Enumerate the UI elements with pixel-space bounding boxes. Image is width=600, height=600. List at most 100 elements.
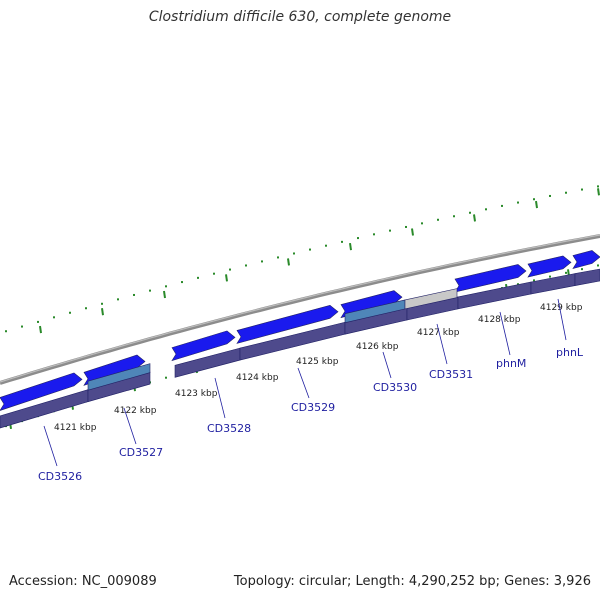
feature-track bbox=[0, 268, 600, 429]
minor-tick bbox=[453, 215, 455, 218]
minor-tick bbox=[69, 311, 71, 314]
major-tick bbox=[225, 274, 228, 282]
minor-tick bbox=[469, 211, 471, 214]
label-leader bbox=[382, 351, 392, 379]
minor-tick bbox=[229, 268, 231, 271]
gene-arrow bbox=[236, 304, 339, 344]
minor-tick bbox=[485, 208, 487, 211]
map-title: Clostridium difficile 630, complete geno… bbox=[148, 9, 452, 25]
kbp-label: 4126 kbp bbox=[356, 342, 399, 352]
gene-label: phnL bbox=[556, 346, 584, 359]
minor-tick bbox=[405, 225, 407, 228]
major-tick bbox=[163, 290, 166, 299]
label-leader bbox=[123, 407, 137, 445]
kbp-label: 4128 kbp bbox=[478, 315, 521, 325]
kbp-label: 4129 kbp bbox=[540, 303, 583, 313]
gene-labels: CD3526 CD3527 CD3528 CD3529 CD3530 CD3531 phnM… bbox=[38, 298, 584, 483]
minor-tick bbox=[501, 204, 503, 207]
backbone-line bbox=[0, 234, 600, 385]
gene-label: phnM bbox=[496, 357, 526, 370]
gene-arrow bbox=[171, 330, 236, 362]
gene-segment-gray bbox=[404, 288, 458, 310]
gene-arrow bbox=[527, 255, 572, 278]
gene-arrow bbox=[0, 372, 83, 411]
gene-arrow bbox=[572, 250, 600, 269]
label-leader bbox=[43, 425, 58, 467]
major-tick bbox=[411, 228, 414, 236]
kbp-label: 4122 kbp bbox=[114, 406, 157, 416]
kbp-label: 4125 kbp bbox=[296, 357, 339, 367]
minor-tick bbox=[277, 256, 279, 259]
gene-segment-highlight bbox=[87, 363, 151, 391]
minor-tick bbox=[421, 222, 423, 225]
major-tick bbox=[287, 258, 290, 266]
accession-text: Accession: NC_009089 bbox=[9, 574, 157, 589]
minor-tick bbox=[261, 260, 263, 263]
feature-segment bbox=[530, 273, 576, 295]
minor-tick bbox=[341, 240, 343, 243]
gene-label: CD3530 bbox=[373, 381, 417, 394]
minor-tick bbox=[437, 218, 439, 221]
minor-tick bbox=[245, 264, 247, 267]
kbp-label: 4123 kbp bbox=[175, 389, 218, 399]
gene-label: CD3529 bbox=[291, 401, 335, 414]
minor-tick bbox=[149, 289, 151, 292]
gene-label: CD3531 bbox=[429, 368, 473, 381]
minor-tick bbox=[197, 276, 199, 279]
minor-tick bbox=[293, 252, 295, 255]
minor-tick bbox=[357, 237, 359, 240]
genome-backbone bbox=[0, 234, 600, 385]
gene-label: CD3526 bbox=[38, 470, 82, 483]
minor-tick bbox=[213, 272, 215, 275]
minor-tick bbox=[133, 293, 135, 296]
minor-tick bbox=[597, 264, 599, 267]
major-tick bbox=[597, 188, 600, 196]
minor-tick bbox=[549, 194, 551, 197]
major-tick bbox=[535, 200, 538, 209]
backbone-highlight bbox=[0, 234, 600, 383]
kbp-scale-labels: 4121 kbp 4122 kbp 4123 kbp 4124 kbp 4125 kbp… bbox=[54, 303, 583, 433]
major-tick bbox=[349, 242, 352, 251]
label-leader bbox=[214, 377, 226, 419]
label-leader bbox=[436, 323, 448, 365]
minor-tick bbox=[581, 188, 583, 191]
major-tick bbox=[473, 214, 476, 222]
minor-tick bbox=[53, 316, 55, 319]
major-tick bbox=[101, 308, 104, 316]
minor-tick bbox=[389, 229, 391, 232]
feature-segment bbox=[574, 268, 600, 286]
major-tick bbox=[39, 325, 42, 334]
minor-tick bbox=[517, 283, 519, 286]
minor-tick bbox=[373, 233, 375, 236]
topology-text: Topology: circular; Length: 4,290,252 bp… bbox=[233, 574, 591, 589]
gene-arrow bbox=[454, 264, 527, 293]
minor-tick bbox=[21, 325, 23, 328]
minor-tick bbox=[549, 275, 551, 278]
kbp-label: 4124 kbp bbox=[236, 373, 279, 383]
minor-tick bbox=[517, 201, 519, 204]
kbp-label: 4121 kbp bbox=[54, 423, 97, 433]
minor-tick bbox=[117, 298, 119, 301]
gene-arrows bbox=[0, 250, 600, 411]
minor-tick bbox=[325, 244, 327, 247]
minor-tick bbox=[533, 198, 535, 201]
minor-tick bbox=[565, 271, 567, 274]
minor-tick bbox=[181, 281, 183, 284]
minor-tick bbox=[533, 279, 535, 282]
minor-tick bbox=[165, 285, 167, 288]
label-leader bbox=[297, 367, 310, 399]
minor-tick bbox=[309, 248, 311, 251]
gene-label: CD3528 bbox=[207, 422, 251, 435]
label-leader bbox=[499, 311, 511, 356]
minor-tick bbox=[85, 307, 87, 310]
minor-tick bbox=[5, 330, 7, 333]
minor-tick bbox=[101, 302, 103, 305]
minor-tick bbox=[581, 268, 583, 271]
minor-tick bbox=[37, 320, 39, 323]
minor-tick bbox=[165, 376, 167, 379]
minor-tick bbox=[565, 191, 567, 194]
gene-label: CD3527 bbox=[119, 446, 163, 459]
kbp-label: 4127 kbp bbox=[417, 328, 460, 338]
label-leader bbox=[557, 298, 567, 341]
